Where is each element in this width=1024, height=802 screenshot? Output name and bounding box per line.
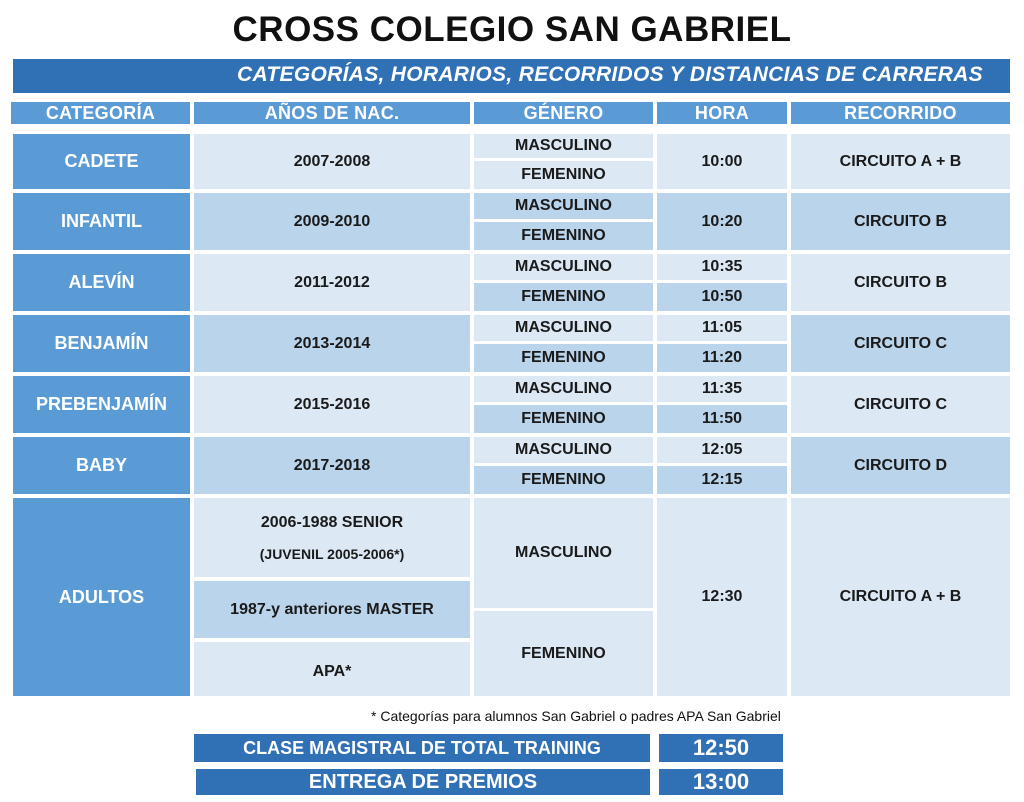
time-female-benjamin: 11:20 <box>657 344 787 372</box>
footnote: * Categorías para alumnos San Gabriel o … <box>371 708 781 724</box>
time-male-benjamin: 11:05 <box>657 315 787 341</box>
page-title: CROSS COLEGIO SAN GABRIEL <box>232 10 792 49</box>
category-infantil: INFANTIL <box>13 193 190 250</box>
years-infantil: 2009-2010 <box>194 193 470 250</box>
route-cadete: CIRCUITO A + B <box>791 134 1010 189</box>
gender-female-cadete: FEMENINO <box>474 161 653 189</box>
time-cadete: 10:00 <box>657 134 787 189</box>
time-infantil: 10:20 <box>657 193 787 250</box>
event-time-clase-magistral: 12:50 <box>659 734 783 762</box>
years-senior: 2006-1988 SENIOR (JUVENIL 2005-2006*) <box>194 498 470 577</box>
years-prebenjamin: 2015-2016 <box>194 376 470 433</box>
route-adultos: CIRCUITO A + B <box>791 498 1010 696</box>
route-baby: CIRCUITO D <box>791 437 1010 494</box>
event-label-clase-magistral: CLASE MAGISTRAL DE TOTAL TRAINING <box>194 734 650 762</box>
time-male-prebenjamin: 11:35 <box>657 376 787 402</box>
event-label-entrega-premios: ENTREGA DE PREMIOS <box>196 769 650 795</box>
category-prebenjamin: PREBENJAMÍN <box>13 376 190 433</box>
category-baby: BABY <box>13 437 190 494</box>
time-female-prebenjamin: 11:50 <box>657 405 787 433</box>
gender-male-prebenjamin: MASCULINO <box>474 376 653 402</box>
gender-male-baby: MASCULINO <box>474 437 653 463</box>
category-cadete: CADETE <box>13 134 190 189</box>
gender-male-adultos: MASCULINO <box>474 498 653 608</box>
gender-male-benjamin: MASCULINO <box>474 315 653 341</box>
time-male-alevin: 10:35 <box>657 254 787 280</box>
time-female-baby: 12:15 <box>657 466 787 494</box>
header-genero: GÉNERO <box>474 102 653 124</box>
time-male-baby: 12:05 <box>657 437 787 463</box>
subtitle-text: CATEGORÍAS, HORARIOS, RECORRIDOS Y DISTA… <box>237 63 983 86</box>
header-recorrido: RECORRIDO <box>791 102 1010 124</box>
years-senior-line2: (JUVENIL 2005-2006*) <box>259 545 405 562</box>
gender-female-alevin: FEMENINO <box>474 283 653 311</box>
gender-female-benjamin: FEMENINO <box>474 344 653 372</box>
gender-female-adultos: FEMENINO <box>474 611 653 696</box>
category-benjamin: BENJAMÍN <box>13 315 190 372</box>
header-hora: HORA <box>657 102 787 124</box>
subtitle-banner: CATEGORÍAS, HORARIOS, RECORRIDOS Y DISTA… <box>13 59 1010 93</box>
gender-female-baby: FEMENINO <box>474 466 653 494</box>
years-master: 1987-y anteriores MASTER <box>194 581 470 638</box>
gender-female-prebenjamin: FEMENINO <box>474 405 653 433</box>
category-adultos: ADULTOS <box>13 498 190 696</box>
years-baby: 2017-2018 <box>194 437 470 494</box>
time-female-alevin: 10:50 <box>657 283 787 311</box>
years-cadete: 2007-2008 <box>194 134 470 189</box>
event-time-entrega-premios: 13:00 <box>659 769 783 795</box>
header-categoria: CATEGORÍA <box>11 102 190 124</box>
gender-male-cadete: MASCULINO <box>474 134 653 158</box>
category-alevin: ALEVÍN <box>13 254 190 311</box>
time-adultos: 12:30 <box>657 498 787 696</box>
gender-male-infantil: MASCULINO <box>474 193 653 219</box>
gender-female-infantil: FEMENINO <box>474 222 653 250</box>
route-prebenjamin: CIRCUITO C <box>791 376 1010 433</box>
route-benjamin: CIRCUITO C <box>791 315 1010 372</box>
years-benjamin: 2013-2014 <box>194 315 470 372</box>
years-senior-line1: 2006-1988 SENIOR <box>260 513 404 531</box>
gender-male-alevin: MASCULINO <box>474 254 653 280</box>
years-alevin: 2011-2012 <box>194 254 470 311</box>
route-alevin: CIRCUITO B <box>791 254 1010 311</box>
header-anios: AÑOS DE NAC. <box>194 102 470 124</box>
route-infantil: CIRCUITO B <box>791 193 1010 250</box>
years-apa: APA* <box>194 642 470 696</box>
